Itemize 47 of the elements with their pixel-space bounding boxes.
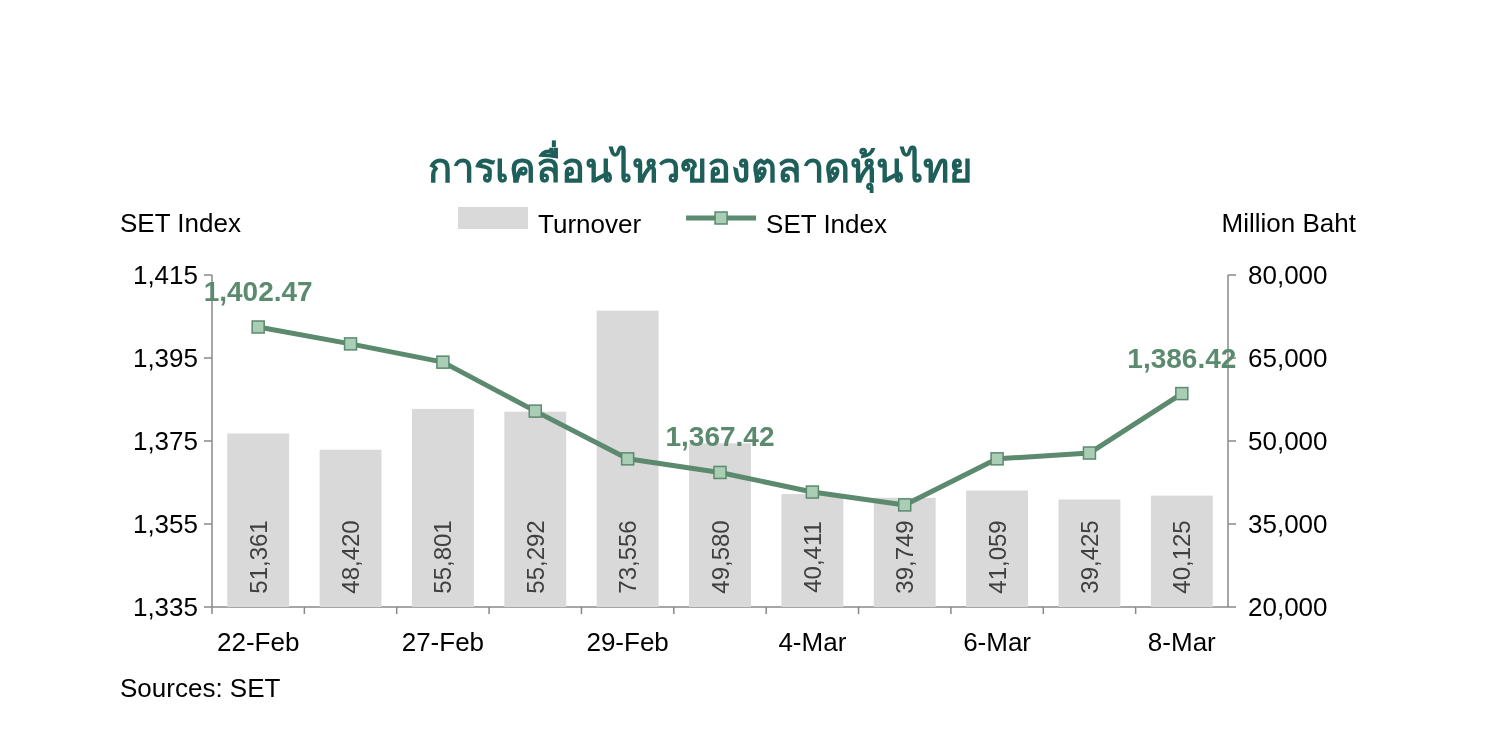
x-tick-label: 6-Mar — [963, 627, 1032, 657]
data-label: 73,556 — [614, 520, 642, 594]
data-label: 1,402.47 — [203, 276, 313, 307]
y2-axis-title: Million Baht — [1221, 208, 1357, 238]
point — [713, 465, 727, 480]
legend-label: SET Index — [766, 209, 888, 239]
data-label: 1,386.42 — [1127, 342, 1237, 374]
data-label: 39,425 — [1075, 520, 1103, 594]
data-label: 41,059 — [983, 520, 1011, 594]
y2-tick-label: 20,000 — [1248, 592, 1328, 622]
y2-tick-label: 35,000 — [1248, 509, 1328, 539]
y-tick-label: 1,355 — [132, 509, 198, 539]
point — [990, 452, 1004, 466]
point — [897, 498, 912, 512]
data-label: 40,411 — [798, 521, 826, 593]
point — [1175, 386, 1189, 401]
x-tick-label: 8-Mar — [1147, 627, 1217, 657]
point — [805, 485, 820, 499]
y-tick-label: 1,395 — [132, 343, 198, 373]
point — [1082, 446, 1097, 460]
point — [436, 355, 450, 369]
y-tick-label: 1,415 — [132, 260, 198, 290]
data-label: 40,125 — [1168, 520, 1196, 594]
x-tick-label: 27-Feb — [401, 627, 485, 657]
chart-title: การเคลื่อนไหวของตลาดหุ้นไทย — [428, 140, 972, 194]
y-tick-label: 1,335 — [132, 592, 198, 622]
point — [528, 404, 543, 418]
data-label: 49,580 — [706, 520, 734, 594]
point — [251, 320, 265, 334]
x-tick-label: 4-Mar — [778, 627, 847, 657]
x-tick-label: 29-Feb — [586, 627, 669, 657]
y-tick-label: 1,375 — [132, 426, 198, 456]
data-label: 48,420 — [337, 520, 365, 594]
y2-tick-label: 65,000 — [1248, 343, 1328, 373]
point — [343, 337, 358, 351]
y2-tick-label: 80,000 — [1248, 260, 1328, 290]
legend-label: Turnover — [538, 209, 642, 239]
y-axis-title: SET Index — [120, 208, 241, 238]
y2-tick-label: 50,000 — [1248, 426, 1328, 456]
source-note: Sources: SET — [120, 673, 281, 703]
data-label: 55,292 — [521, 520, 549, 594]
data-label: 55,801 — [429, 520, 457, 594]
x-tick-label: 22-Feb — [216, 627, 300, 657]
data-label: 51,361 — [244, 520, 272, 594]
point — [620, 452, 635, 466]
data-label: 39,749 — [891, 520, 919, 594]
data-label: 1,367.42 — [665, 421, 775, 453]
